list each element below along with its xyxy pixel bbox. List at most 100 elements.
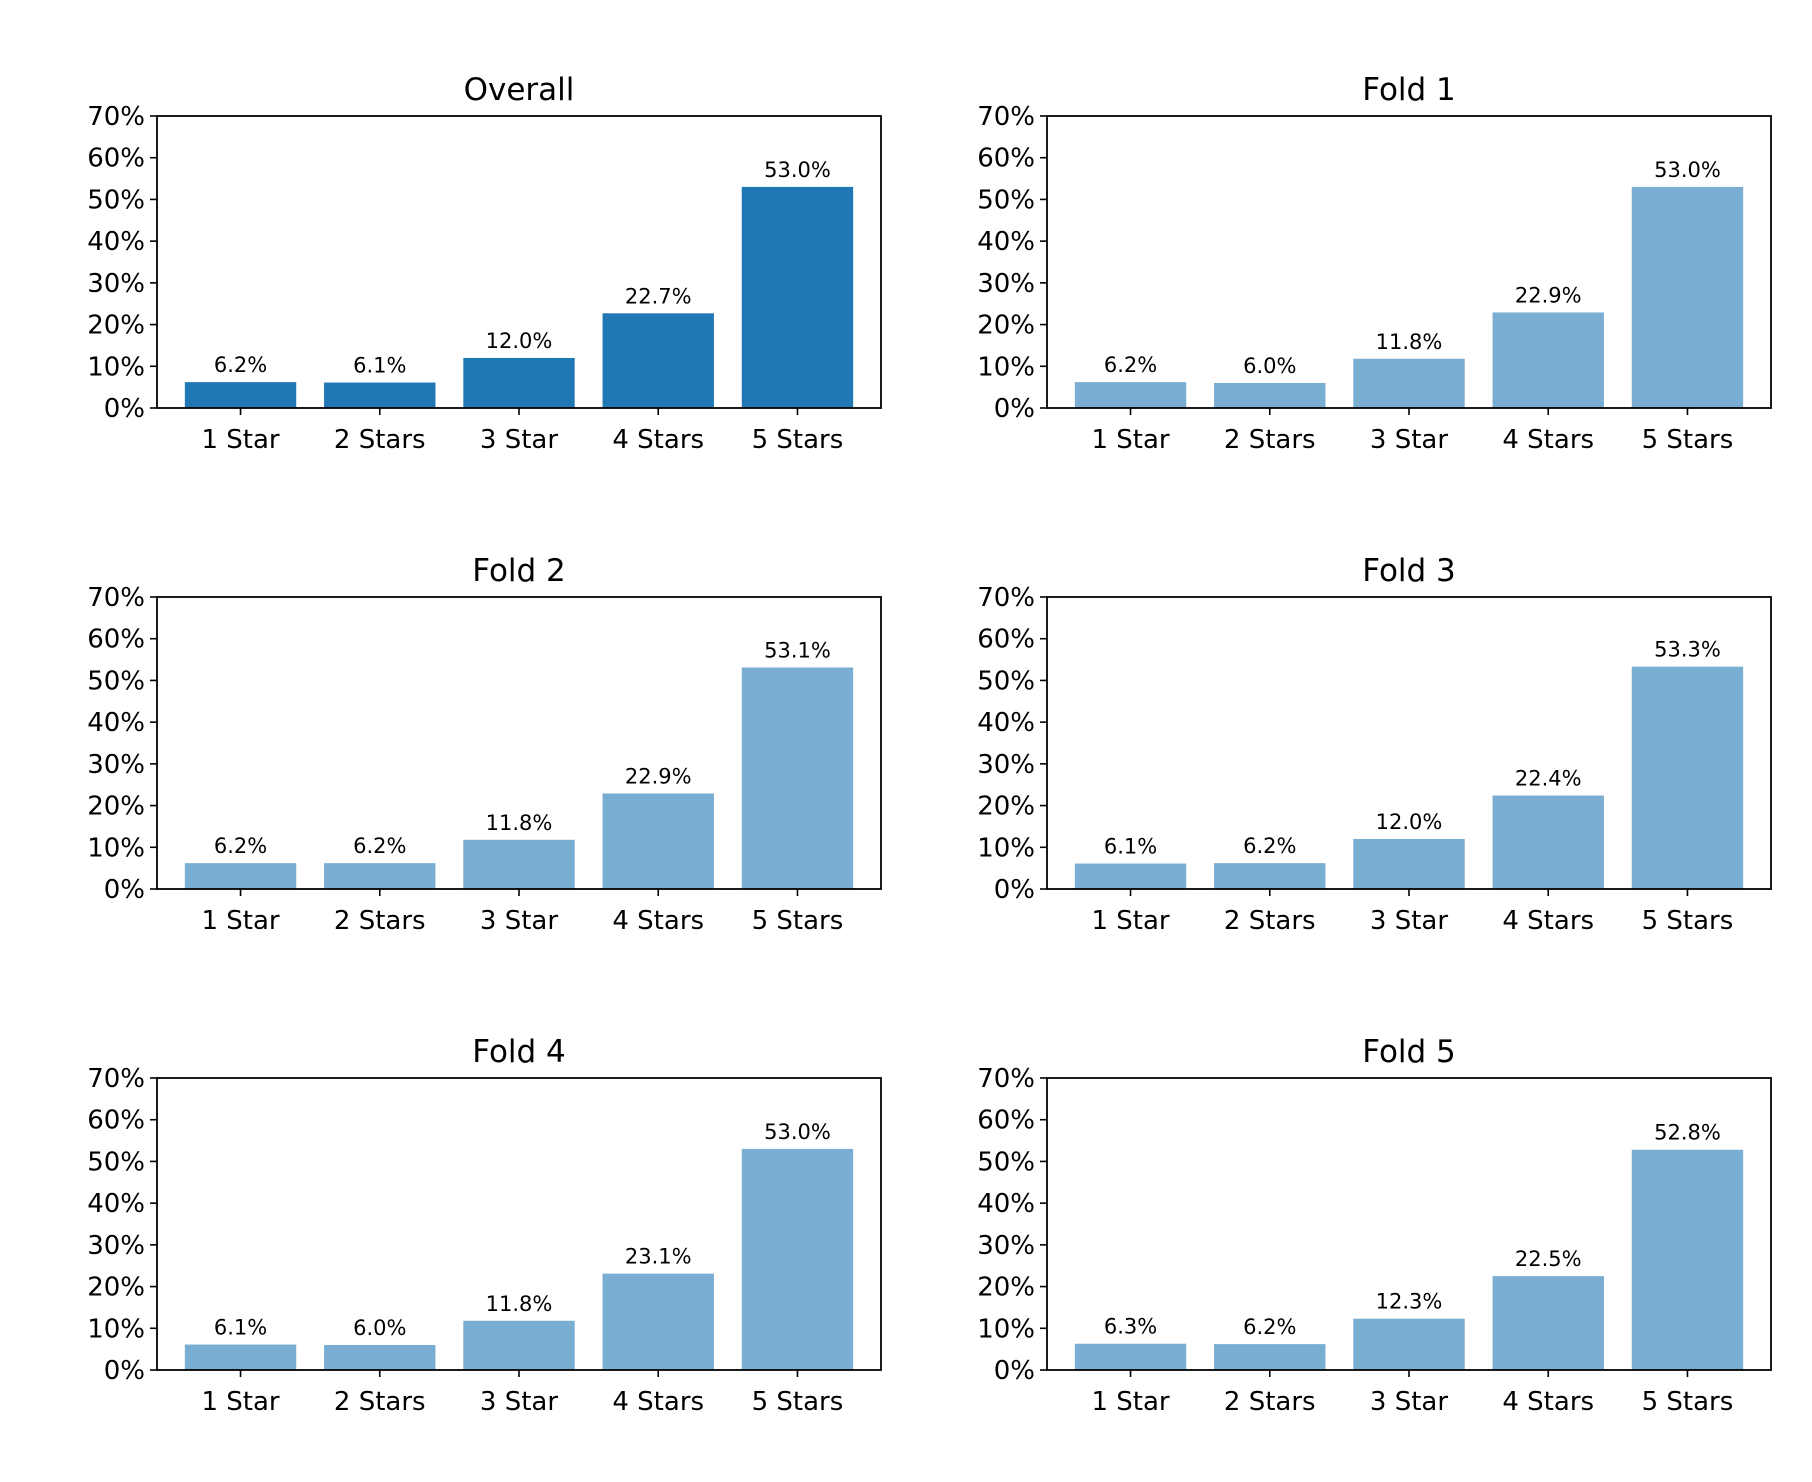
bar [463, 839, 575, 889]
bar [602, 1273, 714, 1370]
y-tick-label: 10% [87, 1314, 145, 1344]
bar-value-label: 6.0% [353, 1316, 406, 1340]
bar [1353, 838, 1465, 889]
y-tick-label: 20% [977, 792, 1035, 822]
y-tick-label: 20% [87, 1273, 145, 1303]
y-tick-label: 70% [87, 102, 145, 132]
bar [741, 1148, 854, 1370]
x-tick-label: 5 Stars [752, 425, 844, 455]
bar-value-label: 22.4% [1515, 767, 1582, 791]
y-tick-label: 0% [994, 875, 1035, 905]
bar [1492, 312, 1604, 408]
x-tick-label: 1 Star [201, 425, 279, 455]
subplot-title: Fold 2 [472, 553, 566, 589]
y-tick-label: 30% [977, 1231, 1035, 1261]
bar [602, 793, 714, 889]
bar-value-label: 6.2% [214, 834, 267, 858]
bar-value-label: 11.8% [486, 1292, 553, 1316]
bar [1353, 1318, 1465, 1370]
subplot-1: Fold 1 0% 10% 20% 30% 40% 50% 60% 70% 6.2% 1 Star 6… [977, 72, 1772, 455]
x-tick-label: 4 Stars [1502, 1387, 1594, 1417]
bar [1214, 382, 1326, 408]
x-tick-label: 1 Star [1091, 906, 1169, 936]
y-tick-label: 20% [87, 311, 145, 341]
y-tick-label: 70% [977, 583, 1035, 613]
y-tick-label: 50% [977, 666, 1035, 696]
x-tick-label: 2 Stars [334, 906, 426, 936]
bar [1353, 358, 1465, 408]
bar-value-label: 22.5% [1515, 1247, 1582, 1271]
x-tick-label: 2 Stars [1224, 906, 1316, 936]
subplot-title: Fold 5 [1362, 1034, 1456, 1070]
y-tick-label: 40% [977, 1189, 1035, 1219]
x-tick-label: 3 Star [480, 906, 558, 936]
axes-frame [1046, 596, 1772, 890]
bar [324, 863, 436, 889]
bar [324, 1344, 436, 1370]
bar [1214, 863, 1326, 889]
x-tick-label: 5 Stars [1642, 1387, 1734, 1417]
x-tick-label: 2 Stars [334, 1387, 426, 1417]
bar [602, 313, 714, 408]
bar [1492, 795, 1604, 889]
x-tick-label: 3 Star [480, 1387, 558, 1417]
y-tick-label: 10% [87, 352, 145, 382]
bar [184, 382, 297, 408]
x-tick-label: 4 Stars [612, 425, 704, 455]
bar-value-label: 22.7% [625, 284, 692, 308]
bar [1074, 1343, 1187, 1370]
y-tick-label: 0% [104, 1356, 145, 1386]
x-tick-label: 4 Stars [1502, 425, 1594, 455]
bar-value-label: 53.0% [764, 1120, 831, 1144]
subplot-3: Fold 3 0% 10% 20% 30% 40% 50% 60% 70% 6.1% 1 Star 6… [977, 553, 1772, 936]
y-tick-label: 20% [87, 792, 145, 822]
bar [184, 863, 297, 889]
bar [463, 1320, 575, 1370]
y-tick-label: 60% [87, 144, 145, 174]
y-tick-label: 50% [977, 185, 1035, 215]
subplot-title: Overall [464, 72, 575, 108]
bar-value-label: 53.3% [1654, 638, 1721, 662]
y-tick-label: 30% [87, 1231, 145, 1261]
bar-value-label: 6.2% [1243, 834, 1296, 858]
bar [1631, 666, 1744, 889]
bar-value-label: 12.3% [1376, 1290, 1443, 1314]
y-tick-label: 60% [977, 625, 1035, 655]
x-tick-label: 5 Stars [1642, 906, 1734, 936]
bar-value-label: 11.8% [486, 811, 553, 835]
subplot-title: Fold 3 [1362, 553, 1456, 589]
y-tick-label: 20% [977, 311, 1035, 341]
axes-frame [156, 596, 882, 890]
x-tick-label: 3 Star [1370, 425, 1448, 455]
y-tick-label: 40% [87, 708, 145, 738]
y-tick-label: 0% [994, 394, 1035, 424]
bar [1074, 863, 1187, 889]
bar-value-label: 6.1% [1104, 835, 1157, 859]
y-tick-label: 20% [977, 1273, 1035, 1303]
x-tick-label: 2 Stars [334, 425, 426, 455]
y-tick-label: 70% [977, 102, 1035, 132]
axes-frame [156, 1077, 882, 1371]
bar-value-label: 11.8% [1376, 330, 1443, 354]
bar-value-label: 6.1% [353, 354, 406, 378]
subplot-5: Fold 5 0% 10% 20% 30% 40% 50% 60% 70% 6.3% 1 Star 6… [977, 1034, 1772, 1417]
x-tick-label: 2 Stars [1224, 1387, 1316, 1417]
x-tick-label: 5 Stars [752, 906, 844, 936]
bar-value-label: 23.1% [625, 1245, 692, 1269]
bar-value-label: 22.9% [625, 764, 692, 788]
x-tick-label: 3 Star [1370, 1387, 1448, 1417]
bar-value-label: 6.2% [1243, 1315, 1296, 1339]
y-tick-label: 30% [87, 750, 145, 780]
y-tick-label: 50% [87, 1147, 145, 1177]
bar [463, 357, 575, 408]
y-tick-label: 30% [977, 269, 1035, 299]
bar [1631, 186, 1744, 408]
y-tick-label: 30% [977, 750, 1035, 780]
bar [1492, 1276, 1604, 1370]
x-tick-label: 1 Star [1091, 425, 1169, 455]
y-tick-label: 60% [977, 1106, 1035, 1136]
y-tick-label: 40% [87, 1189, 145, 1219]
axes-frame [1046, 1077, 1772, 1371]
y-tick-label: 60% [87, 625, 145, 655]
